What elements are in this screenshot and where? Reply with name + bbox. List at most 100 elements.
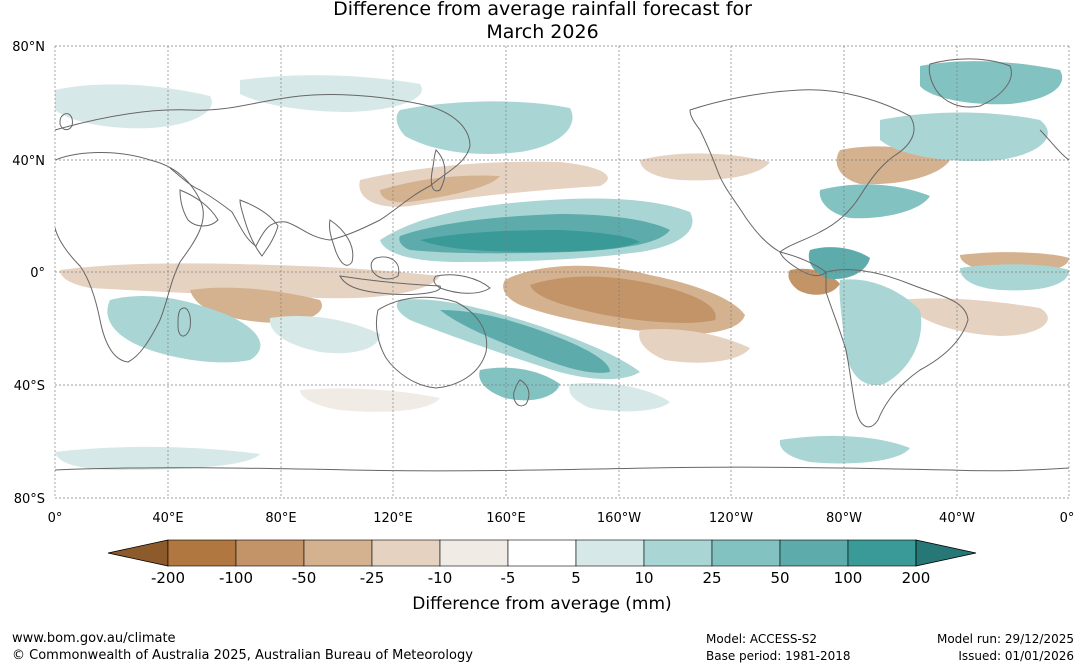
colorbar-segment xyxy=(167,539,237,567)
lon-label-160e: 160°E xyxy=(486,511,526,526)
wet-region-east-pacific-south xyxy=(569,382,670,412)
colorbar-tick-label: -25 xyxy=(360,569,385,587)
coast-uk xyxy=(59,113,73,131)
colorbar-label: Difference from average (mm) xyxy=(412,594,671,614)
lat-label-80s: 80°S xyxy=(14,492,45,507)
colorbar-extend-low xyxy=(107,539,169,567)
coast-eurasia xyxy=(55,93,471,247)
colorbar-segment xyxy=(235,539,305,567)
coast-africa xyxy=(55,152,204,363)
dry-region-south-pacific xyxy=(639,328,750,363)
coast-nz xyxy=(513,379,530,407)
lon-label-120e: 120°E xyxy=(373,511,413,526)
footer-left: www.bom.gov.au/climate © Commonwealth of… xyxy=(12,630,473,664)
latitude-labels: 80°N 40°N 0° 40°S 80°S xyxy=(12,40,45,507)
colorbar-segment xyxy=(847,539,917,567)
coastlines xyxy=(55,58,1069,472)
colorbar-tick-label: 50 xyxy=(770,569,789,587)
dry-region-north-pacific-core xyxy=(380,175,500,203)
coast-north-america xyxy=(689,89,915,253)
lon-label-40w: 40°W xyxy=(939,511,975,526)
colorbar-segment xyxy=(507,539,577,567)
website-link[interactable]: www.bom.gov.au/climate xyxy=(12,631,176,646)
colorbar-tick-label: 200 xyxy=(902,569,931,587)
wet-region-nz xyxy=(479,367,560,401)
colorbar-segment xyxy=(439,539,509,567)
colorbar-tick-label: 10 xyxy=(634,569,653,587)
wet-region-antarctic xyxy=(55,446,260,470)
wet-region-north-atlantic xyxy=(880,112,1048,162)
dry-region-southern-ocean xyxy=(300,388,440,412)
colorbar-tick-label: 5 xyxy=(571,569,581,587)
wet-region-spcz-core xyxy=(440,310,610,373)
wet-region-siberia xyxy=(240,75,422,112)
model-run-date: Model run: 29/12/2025 xyxy=(936,632,1074,646)
coast-arabia xyxy=(179,189,219,227)
coast-japan xyxy=(430,149,446,192)
coast-australia xyxy=(375,296,488,389)
coast-madagascar xyxy=(177,307,191,337)
colorbar-tick-label: 25 xyxy=(702,569,721,587)
base-period: Base period: 1981-2018 xyxy=(706,649,851,663)
colorbar-tick-label: -5 xyxy=(501,569,516,587)
coast-greenland xyxy=(928,58,1012,108)
wet-region-west-pacific-peak xyxy=(420,230,640,252)
colorbar-tick-labels: -200 -100 -50 -25 -10 -5 5 10 25 50 100 200 xyxy=(151,569,930,587)
colorbar-segment xyxy=(303,539,373,567)
wet-region-greenland xyxy=(920,61,1063,105)
lat-label-40s: 40°S xyxy=(14,379,45,394)
colorbar-tick-label: -10 xyxy=(428,569,453,587)
footer-run-info: Model run: 29/12/2025 Issued: 01/01/2026 xyxy=(937,631,1074,665)
wet-region-southern-ocean-south-america xyxy=(779,435,910,464)
coast-central-america xyxy=(779,251,827,277)
map-svg: 80°N 40°N 0° 40°S 80°S 0° 40°E 80°E 120°… xyxy=(12,40,1075,526)
lon-label-80w: 80°W xyxy=(826,511,862,526)
colorbar-extend-high xyxy=(915,539,977,567)
colorbar-tick-label: 100 xyxy=(834,569,863,587)
colorbar-tick-label: -200 xyxy=(151,569,185,587)
coast-europe-east xyxy=(1039,129,1069,161)
coast-india xyxy=(239,199,279,257)
coast-new-guinea xyxy=(433,274,491,294)
wet-region-gulf xyxy=(819,184,930,219)
lon-label-40e: 40°E xyxy=(152,511,183,526)
lon-label-120w: 120°W xyxy=(709,511,753,526)
lat-label-equator: 0° xyxy=(30,266,45,281)
wet-region-atlantic-tropical xyxy=(960,264,1069,291)
footer-model-info: Model: ACCESS-S2 Base period: 1981-2018 xyxy=(706,631,851,665)
dry-region-central-pacific-core xyxy=(530,276,716,323)
coast-antarctica xyxy=(55,466,1069,472)
lon-label-80e: 80°E xyxy=(265,511,296,526)
graticule xyxy=(54,45,1070,499)
coast-se-asia xyxy=(329,219,354,266)
issued-date: Issued: 01/01/2026 xyxy=(958,649,1074,663)
coast-indonesia xyxy=(339,275,441,295)
model-name: Model: ACCESS-S2 xyxy=(706,632,818,646)
wet-region-north-pacific xyxy=(396,101,573,155)
wet-region-arctic-europe xyxy=(55,84,212,129)
wet-region-indian-ocean-south xyxy=(269,315,380,354)
title-line-2: March 2026 xyxy=(486,21,599,43)
colorbar-segment xyxy=(779,539,849,567)
colorbar-svg: -200 -100 -50 -25 -10 -5 5 10 25 50 100 200 Differe… xyxy=(107,539,977,614)
lon-label-160w: 160°W xyxy=(597,511,641,526)
title-line-1: Difference from average rainfall forecas… xyxy=(333,0,752,20)
map-title: Difference from average rainfall forecas… xyxy=(0,0,1085,44)
dry-region-south-atlantic xyxy=(900,298,1048,336)
colorbar-legend: -200 -100 -50 -25 -10 -5 5 10 25 50 100 200 Differe… xyxy=(0,530,1085,620)
coast-borneo xyxy=(370,256,400,280)
wet-region-amazon xyxy=(839,279,922,386)
colorbar-segments xyxy=(107,539,977,567)
wet-region-africa-south xyxy=(107,295,261,363)
lon-label-0-right: 0° xyxy=(1060,511,1075,526)
copyright-text: © Commonwealth of Australia 2025, Austra… xyxy=(12,648,473,663)
lat-label-40n: 40°N xyxy=(12,154,45,169)
lat-label-80n: 80°N xyxy=(12,40,45,55)
colorbar-tick-label: -100 xyxy=(219,569,253,587)
colorbar-segment xyxy=(371,539,441,567)
colorbar-segment xyxy=(575,539,645,567)
coast-south-america xyxy=(825,269,969,428)
colorbar-tick-label: -50 xyxy=(292,569,317,587)
longitude-labels: 0° 40°E 80°E 120°E 160°E 160°W 120°W 80°… xyxy=(48,511,1075,526)
rainfall-anomaly-map: 80°N 40°N 0° 40°S 80°S 0° 40°E 80°E 120°… xyxy=(12,40,1075,526)
